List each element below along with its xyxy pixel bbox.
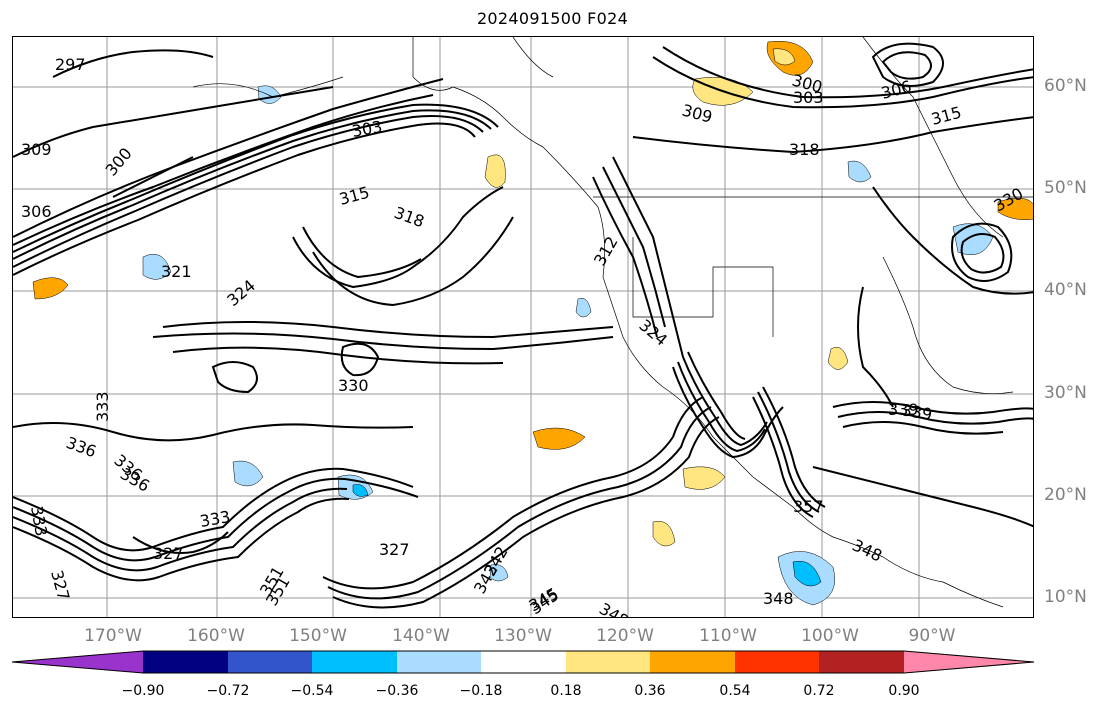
colorbar-tick-label: −0.72 [206, 683, 250, 699]
contour-label: 312 [590, 233, 622, 269]
contour-label: 327 [47, 568, 73, 602]
colorbar-tick-label: −0.18 [459, 683, 503, 699]
colorbar-segment [397, 651, 481, 673]
colorbar-tick-label: −0.90 [121, 683, 165, 699]
lat-label: 60°N [1044, 76, 1087, 96]
contours [13, 42, 1033, 609]
lat-label: 30°N [1044, 383, 1087, 403]
colorbar-outline [11, 650, 1035, 674]
contour-label: 333 [198, 507, 231, 531]
contour-label: 297 [55, 55, 86, 74]
contour-label: 321 [161, 262, 192, 281]
shaded-patches [32, 40, 1033, 606]
lon-label: 120°W [596, 626, 654, 646]
map-canvas: 297 300 303 306 309 312 315 318 321 324 … [13, 37, 1033, 618]
contour-label: 315 [929, 103, 963, 129]
colorbar-segment [143, 651, 228, 673]
lon-label: 130°W [494, 626, 552, 646]
lat-label: 50°N [1044, 178, 1087, 198]
contour-label: 309 [680, 101, 714, 127]
colorbar-extend-max [904, 651, 1034, 673]
contour-label: 315 [337, 183, 371, 209]
contour-label: 348 [596, 599, 632, 618]
lon-label: 90°W [908, 626, 956, 646]
contour-label: 306 [879, 77, 913, 103]
graticule [13, 37, 1033, 617]
contour-label: 324 [635, 316, 671, 350]
map-title: 2024091500 F024 [476, 9, 629, 28]
colorbar-tick-label: −0.54 [290, 683, 334, 699]
colorbar-extend-min [12, 651, 143, 673]
contour-label: 339 [888, 400, 919, 419]
lat-label: 20°N [1044, 485, 1087, 505]
colorbar-tick-label: 0.36 [634, 683, 666, 699]
contour-label: 303 [350, 117, 383, 141]
contour-label: 303 [793, 88, 824, 107]
contour-label: 327 [379, 540, 410, 559]
contour-label: 330 [338, 376, 369, 395]
lon-label: 160°W [187, 626, 245, 646]
contour-label: 345 [526, 585, 562, 618]
colorbar-segment [566, 651, 650, 673]
colorbar [11, 650, 1035, 674]
coastlines [192, 37, 1033, 608]
lon-label: 100°W [801, 626, 859, 646]
lat-label: 10°N [1044, 587, 1087, 607]
colorbar-segment [228, 651, 312, 673]
contour-label: 306 [21, 202, 52, 221]
colorbar-tick-label: 0.54 [719, 683, 751, 699]
contour-label: 318 [789, 140, 820, 159]
contour-label: 336 [64, 433, 99, 461]
map-panel: 297 300 303 306 309 312 315 318 321 324 … [12, 36, 1034, 618]
lat-label: 40°N [1044, 280, 1087, 300]
contour-label: 357 [793, 497, 824, 516]
colorbar-segment [481, 651, 566, 673]
contour-label: 333 [93, 391, 112, 422]
lon-label: 170°W [84, 626, 142, 646]
contour-label: 333 [27, 504, 51, 537]
lon-label: 110°W [699, 626, 757, 646]
contour-label: 327 [153, 544, 184, 563]
colorbar-segment [312, 651, 397, 673]
contour-label: 339 [900, 400, 933, 424]
colorbar-tick-label: 0.18 [550, 683, 582, 699]
colorbar-segment [735, 651, 819, 673]
contour-label: 309 [21, 140, 52, 159]
colorbar-segment [819, 651, 904, 673]
lon-label: 140°W [392, 626, 450, 646]
contour-label: 318 [392, 203, 427, 231]
contour-label: 324 [223, 276, 259, 310]
colorbar-tick-label: −0.36 [375, 683, 419, 699]
contour-label: 348 [849, 535, 885, 565]
contour-label: 348 [763, 589, 794, 608]
colorbar-tick-label: 0.72 [803, 683, 835, 699]
lon-label: 150°W [289, 626, 347, 646]
colorbar-tick-label: 0.90 [888, 683, 920, 699]
colorbar-segment [650, 651, 735, 673]
